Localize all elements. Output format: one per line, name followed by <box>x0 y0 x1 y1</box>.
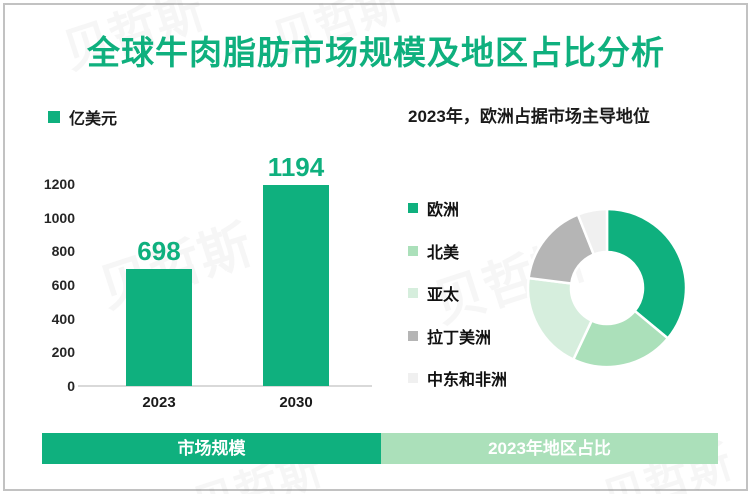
x-axis-line <box>78 385 372 387</box>
donut-chart-title: 2023年，欧洲占据市场主导地位 <box>408 107 650 126</box>
x-axis-category-label: 2030 <box>279 394 313 411</box>
page-title: 全球牛肉脂肪市场规模及地区占比分析 <box>87 34 665 71</box>
unit-legend-label: 亿美元 <box>69 111 118 128</box>
unit-legend-swatch-icon <box>48 111 60 123</box>
donut-segment-中东和非洲 <box>576 207 609 257</box>
unit-legend: 亿美元 <box>48 105 117 129</box>
tab-market-size[interactable]: 市场规模 <box>42 433 381 464</box>
donut-segment-北美 <box>571 309 670 369</box>
y-axis-tick-label: 1200 <box>43 176 75 192</box>
bar-2030 <box>263 185 329 386</box>
bar-value-label: 1194 <box>267 152 325 182</box>
y-axis-tick-label: 400 <box>51 310 75 327</box>
donut-chart <box>526 207 688 369</box>
y-axis-tick-label: 600 <box>51 277 75 293</box>
y-axis-tick-label: 800 <box>51 243 75 260</box>
donut-segment-欧洲 <box>605 207 688 341</box>
y-axis-tick-label: 0 <box>67 378 75 394</box>
y-axis-tick-label: 1000 <box>43 209 75 226</box>
bar-value-label: 698 <box>137 235 181 266</box>
bar-2023 <box>126 268 192 386</box>
tab-region-share-2023[interactable]: 2023年地区占比 <box>381 433 718 464</box>
x-axis-category-label: 2023 <box>142 394 176 411</box>
y-axis-tick-label: 200 <box>51 344 75 361</box>
